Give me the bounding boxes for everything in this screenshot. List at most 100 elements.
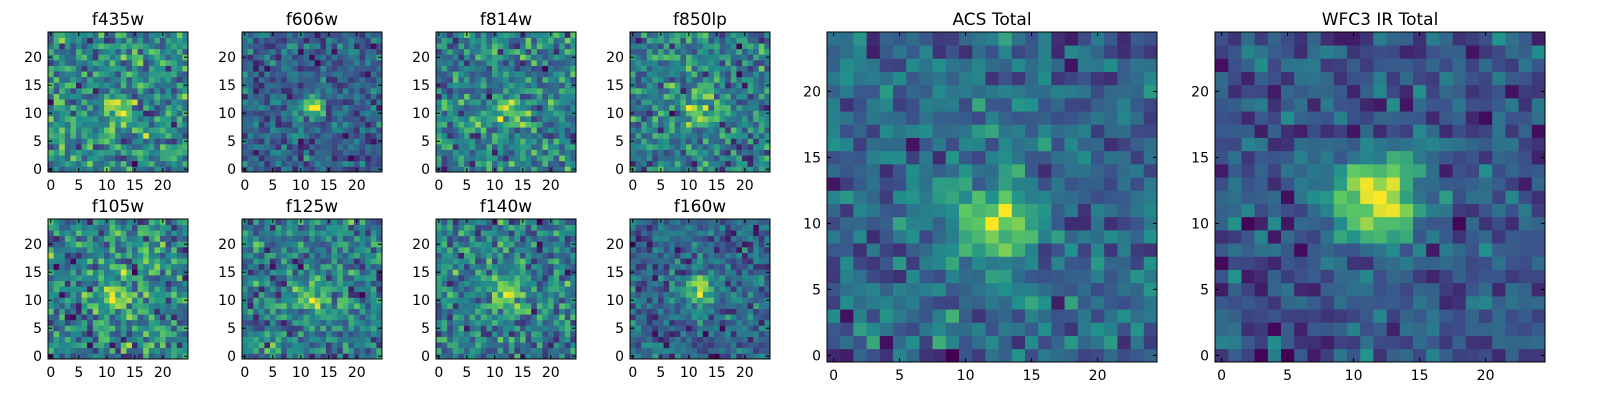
heatmap-cell <box>663 314 670 321</box>
heatmap-cell <box>348 65 355 72</box>
heatmap-cell <box>354 60 360 66</box>
heatmap-cell <box>564 331 571 337</box>
heatmap-cell <box>303 155 310 162</box>
heatmap-cell <box>719 88 726 94</box>
heatmap-cell <box>663 336 670 343</box>
heatmap-cell <box>542 336 549 343</box>
heatmap-cell <box>553 247 560 253</box>
heatmap-cell <box>292 116 299 122</box>
heatmap-cell <box>182 219 189 225</box>
heatmap-cell <box>736 331 743 337</box>
heatmap-cell <box>70 149 77 156</box>
heatmap-cell <box>331 297 338 304</box>
heatmap-cell <box>714 303 720 309</box>
heatmap-cell <box>669 286 676 293</box>
heatmap-cell <box>486 127 493 134</box>
heatmap-cell <box>87 224 94 231</box>
heatmap-cell <box>475 325 482 332</box>
heatmap-cell <box>469 93 476 100</box>
heatmap-cell <box>286 219 293 225</box>
heatmap-cell <box>492 104 498 111</box>
heatmap-cell <box>48 286 54 293</box>
heatmap-cell <box>674 116 681 122</box>
heatmap-cell <box>441 116 448 122</box>
heatmap-cell <box>747 127 754 134</box>
heatmap-cell <box>536 219 543 225</box>
heatmap-cell <box>342 48 349 55</box>
y-tick-label: 5 <box>33 134 42 150</box>
heatmap-cell <box>148 230 155 237</box>
heatmap-cell <box>436 104 442 111</box>
heatmap-cell <box>53 235 60 242</box>
heatmap-cell <box>630 280 636 287</box>
y-tick-label: 20 <box>218 50 236 66</box>
heatmap-cell <box>87 93 94 100</box>
heatmap-cell <box>736 342 743 349</box>
heatmap-cell <box>475 269 482 276</box>
heatmap-cell <box>697 308 704 315</box>
heatmap-cell <box>258 230 265 237</box>
heatmap-cell <box>714 160 720 167</box>
heatmap-cell <box>686 93 692 100</box>
heatmap-cell <box>708 275 715 281</box>
y-tick-label: 0 <box>227 162 236 178</box>
heatmap-cell <box>708 336 715 343</box>
heatmap-cell <box>64 60 71 66</box>
heatmap-cell <box>309 82 316 89</box>
heatmap-cell <box>342 303 349 309</box>
heatmap-cell <box>730 336 737 343</box>
heatmap-cell <box>354 88 360 94</box>
heatmap-cell <box>264 308 271 315</box>
heatmap-cell <box>564 258 571 265</box>
heatmap-cell <box>331 116 338 122</box>
heatmap-cell <box>359 54 366 61</box>
heatmap-cell <box>452 331 459 337</box>
heatmap-cell <box>663 297 670 304</box>
heatmap-cell <box>182 121 189 128</box>
heatmap-cell <box>646 303 653 309</box>
heatmap-cell <box>275 155 282 162</box>
heatmap-cell <box>486 43 493 50</box>
heatmap-cell <box>320 347 327 354</box>
heatmap-cell <box>564 166 571 173</box>
heatmap-cell <box>275 76 282 83</box>
heatmap-cell <box>154 82 161 89</box>
heatmap-cell <box>492 269 498 276</box>
heatmap-cell <box>697 132 704 139</box>
heatmap-cell <box>98 138 105 145</box>
heatmap-cell <box>548 71 554 78</box>
heatmap-cell <box>242 347 248 354</box>
heatmap-cell <box>492 155 498 162</box>
heatmap-cell <box>109 88 116 94</box>
heatmap-cell <box>270 224 276 231</box>
heatmap-cell <box>542 347 549 354</box>
heatmap-cell <box>359 76 366 83</box>
heatmap-cell <box>126 280 133 287</box>
heatmap-cell <box>143 60 150 66</box>
heatmap-cell <box>281 291 288 298</box>
heatmap-cell <box>686 275 692 281</box>
heatmap-cell <box>370 110 377 117</box>
heatmap-cell <box>736 149 743 156</box>
heatmap-cell <box>730 308 737 315</box>
heatmap-cell <box>270 252 276 259</box>
heatmap-cell <box>708 104 715 111</box>
heatmap-cell <box>148 104 155 111</box>
heatmap-cell <box>326 110 332 117</box>
heatmap-cell <box>264 319 271 326</box>
heatmap-cell <box>646 166 653 173</box>
heatmap-cell <box>536 297 543 304</box>
heatmap-cell <box>98 275 105 281</box>
heatmap-cell <box>354 82 360 89</box>
heatmap-cell <box>342 219 349 225</box>
heatmap-cell <box>542 32 549 38</box>
heatmap-cell <box>508 280 515 287</box>
heatmap-cell <box>747 297 754 304</box>
heatmap-cell <box>365 353 372 360</box>
heatmap-cell <box>691 286 698 293</box>
heatmap-cell <box>447 76 454 83</box>
heatmap-cell <box>104 104 110 111</box>
heatmap-cell <box>542 116 549 122</box>
heatmap-cell <box>76 269 82 276</box>
heatmap-cell <box>531 88 538 94</box>
